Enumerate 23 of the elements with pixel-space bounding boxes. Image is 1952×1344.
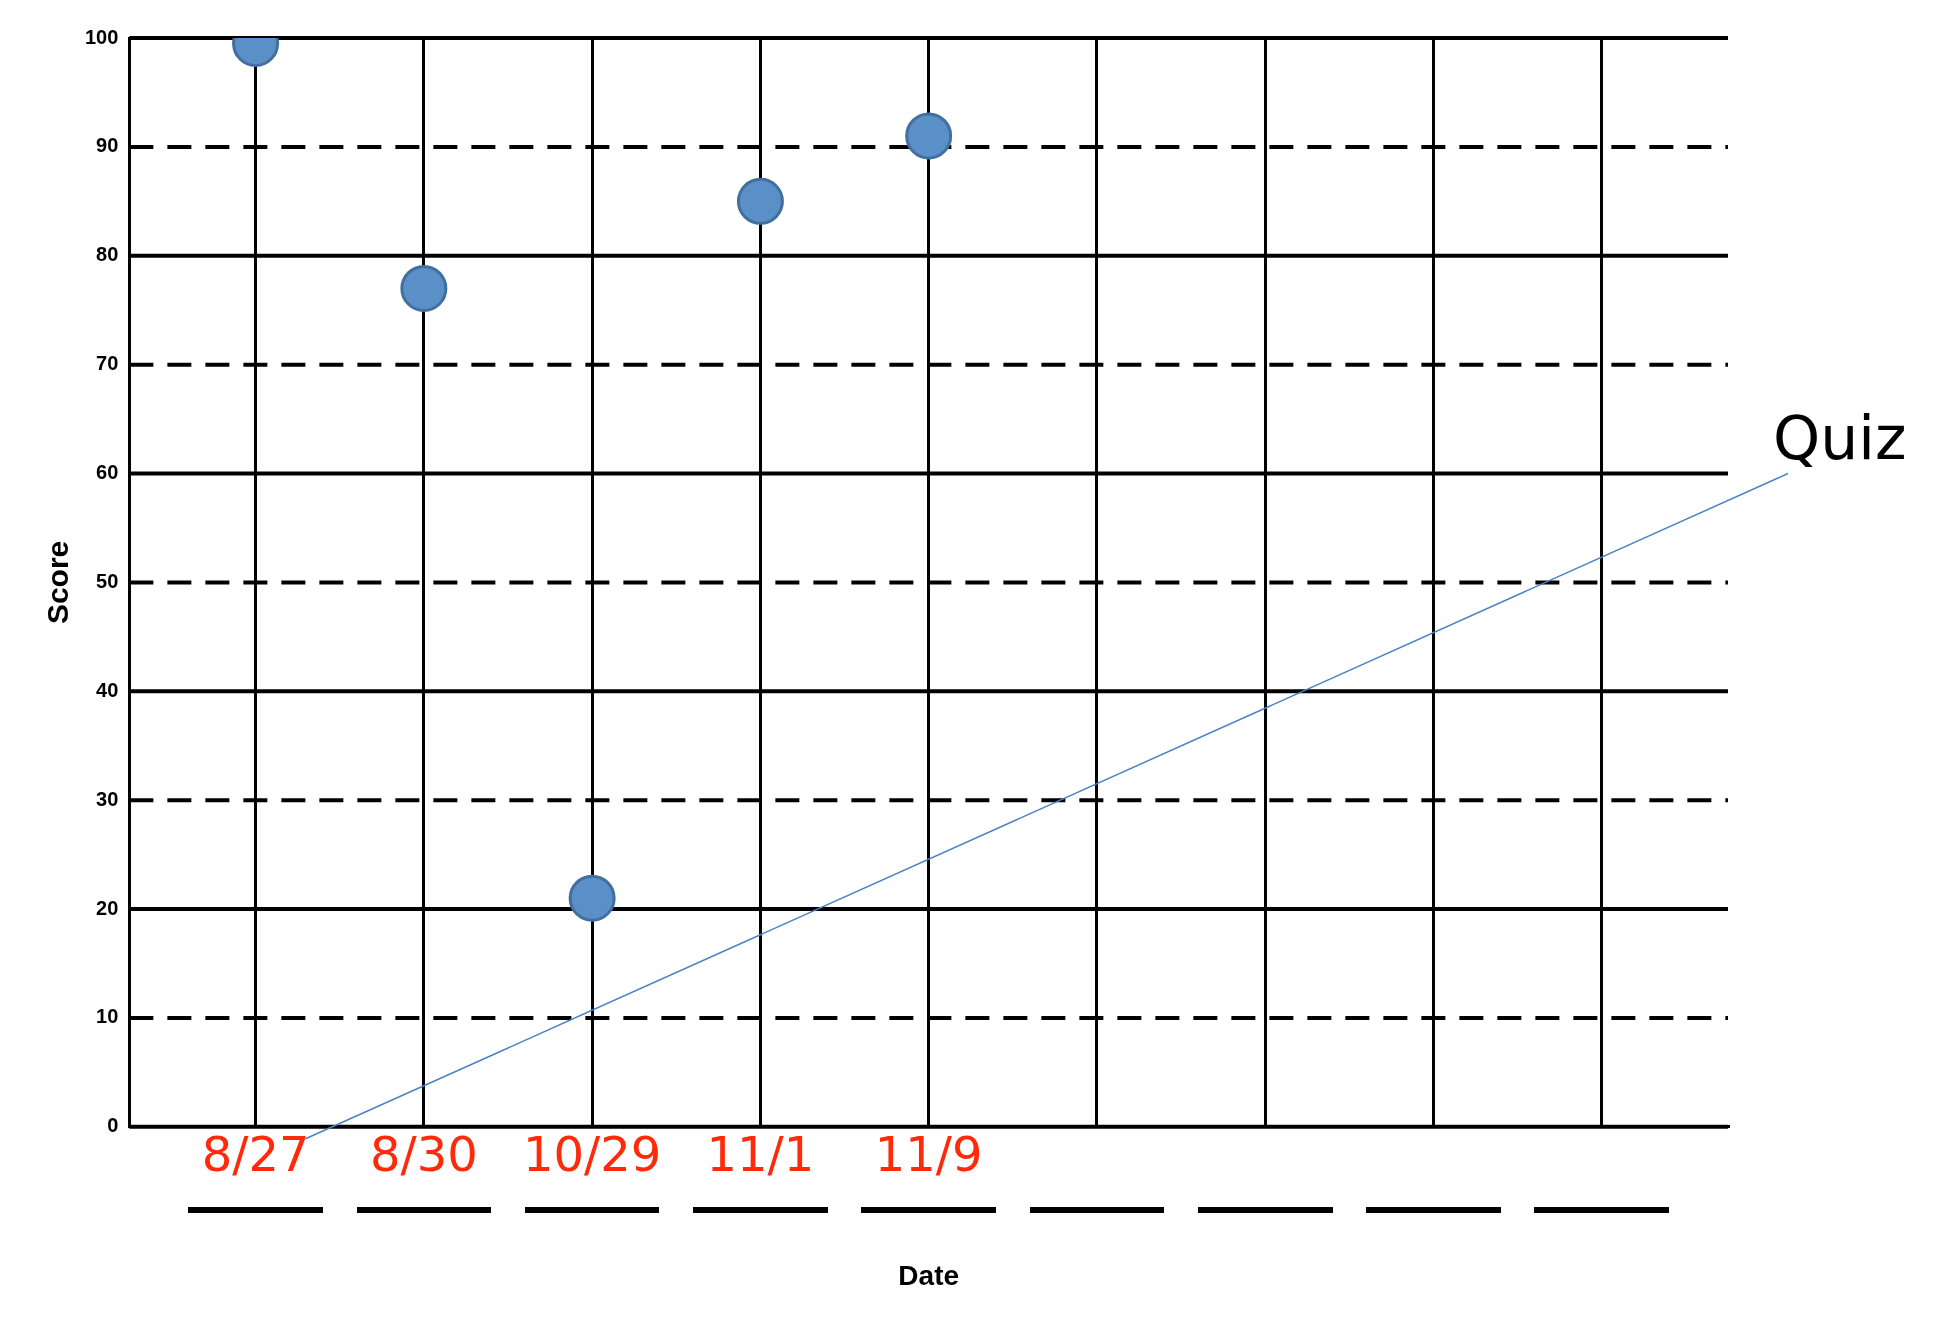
- y-tick-label: 20: [96, 896, 119, 919]
- y-tick-label: 0: [107, 1114, 119, 1137]
- y-tick-label: 50: [96, 569, 119, 592]
- x-axis-title: Date: [898, 1259, 960, 1291]
- y-tick-label: 80: [96, 243, 119, 266]
- point: [736, 177, 784, 225]
- y-tick-label: 10: [96, 1005, 119, 1028]
- text: Quiz: [1773, 403, 1907, 474]
- point: [905, 112, 953, 160]
- x-tick-label: 11/9: [874, 1126, 983, 1183]
- point: [568, 874, 616, 922]
- x-tick-label: 11/1: [706, 1126, 815, 1183]
- x-tick-label: 8/30: [369, 1126, 478, 1183]
- point: [400, 264, 448, 312]
- y-tick-label: 60: [96, 461, 119, 484]
- x-tick-label: 10/29: [522, 1126, 662, 1183]
- x-tick-label: 8/27: [201, 1126, 310, 1183]
- y-tick-label: 90: [96, 134, 119, 157]
- y-tick-label: 100: [84, 25, 119, 48]
- y-tick-label: 70: [96, 352, 119, 375]
- y-axis-title: Score: [41, 540, 75, 625]
- y-tick-label: 30: [96, 787, 119, 810]
- y-tick-label: 40: [96, 678, 119, 701]
